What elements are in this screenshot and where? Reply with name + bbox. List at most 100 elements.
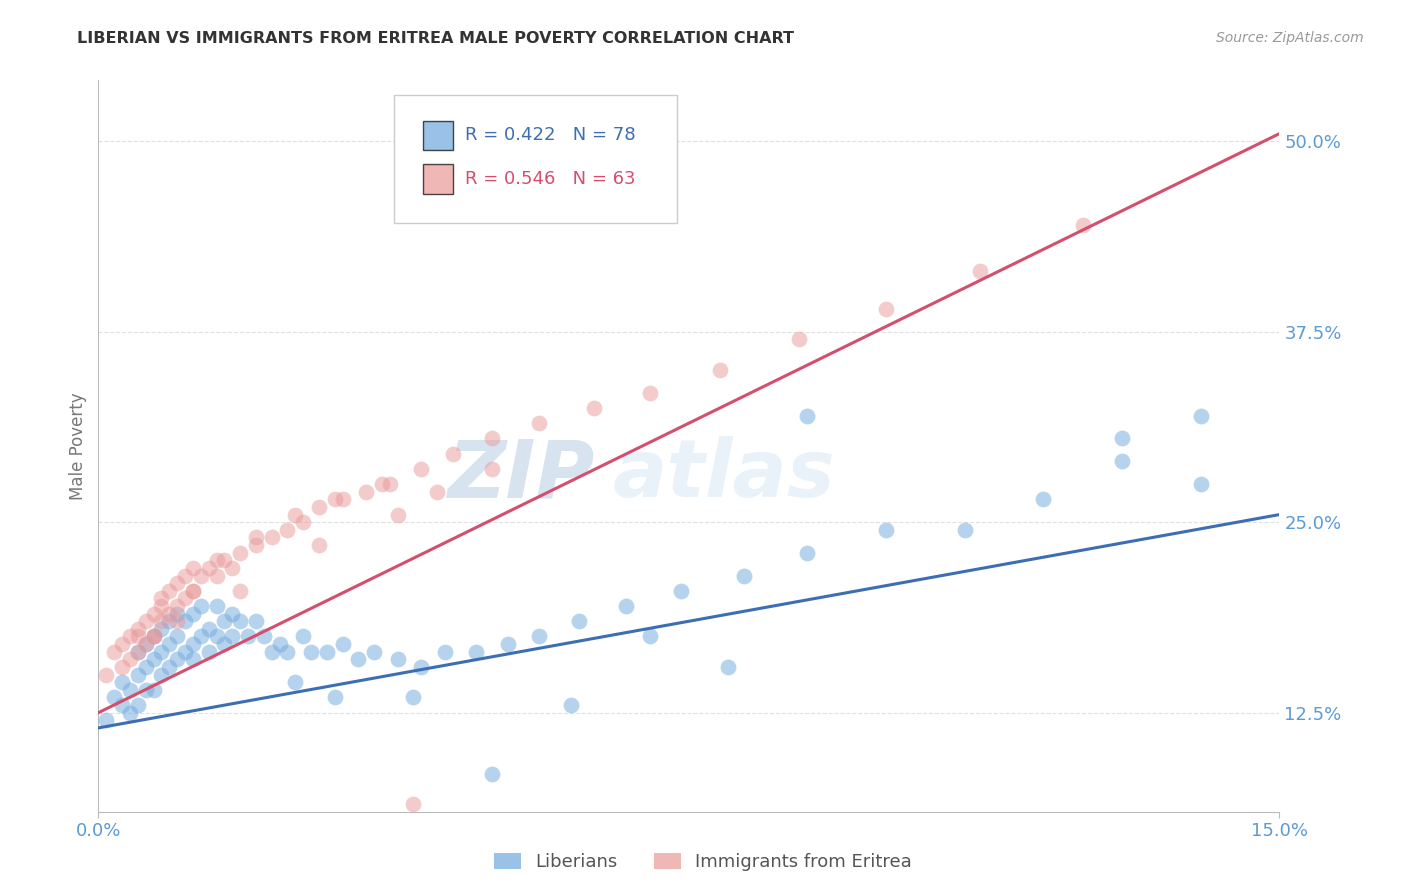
- Point: [197, 561, 219, 575]
- Point: [221, 607, 243, 621]
- Point: [481, 462, 503, 476]
- Point: [481, 766, 503, 780]
- Point: [190, 630, 212, 644]
- Point: [96, 714, 118, 728]
- Point: [253, 630, 276, 644]
- Point: [127, 645, 149, 659]
- Point: [308, 538, 330, 552]
- Point: [709, 363, 731, 377]
- Point: [387, 652, 409, 666]
- Point: [284, 508, 307, 522]
- FancyBboxPatch shape: [394, 95, 678, 223]
- Point: [111, 698, 134, 712]
- Point: [150, 667, 173, 681]
- Point: [236, 630, 259, 644]
- Point: [111, 637, 134, 651]
- Point: [181, 583, 204, 598]
- Point: [181, 607, 204, 621]
- Point: [1189, 477, 1212, 491]
- Point: [181, 652, 204, 666]
- Point: [190, 599, 212, 613]
- Point: [308, 500, 330, 514]
- Point: [638, 630, 661, 644]
- Point: [127, 698, 149, 712]
- Point: [733, 568, 755, 582]
- Point: [796, 409, 818, 423]
- Point: [669, 583, 692, 598]
- Point: [441, 447, 464, 461]
- Point: [245, 538, 267, 552]
- Point: [614, 599, 637, 613]
- Point: [560, 698, 582, 712]
- Point: [315, 645, 337, 659]
- Point: [142, 607, 165, 621]
- Point: [969, 264, 991, 278]
- Point: [205, 568, 228, 582]
- Point: [142, 630, 165, 644]
- Point: [411, 660, 433, 674]
- Point: [150, 591, 173, 606]
- Point: [276, 645, 298, 659]
- Text: Source: ZipAtlas.com: Source: ZipAtlas.com: [1216, 31, 1364, 45]
- Point: [299, 645, 322, 659]
- Point: [166, 607, 188, 621]
- Text: R = 0.422   N = 78: R = 0.422 N = 78: [464, 126, 636, 145]
- Point: [118, 630, 141, 644]
- Point: [583, 401, 606, 415]
- Point: [118, 652, 141, 666]
- Point: [142, 630, 165, 644]
- Point: [260, 530, 283, 544]
- Point: [245, 530, 267, 544]
- Point: [221, 630, 243, 644]
- Point: [214, 637, 236, 651]
- Point: [229, 614, 252, 628]
- Point: [150, 614, 173, 628]
- FancyBboxPatch shape: [423, 120, 453, 150]
- Point: [197, 645, 219, 659]
- Point: [111, 660, 134, 674]
- Point: [323, 492, 346, 507]
- Point: [284, 675, 307, 690]
- Point: [118, 706, 141, 720]
- Point: [174, 645, 197, 659]
- Point: [166, 630, 188, 644]
- Point: [166, 599, 188, 613]
- Point: [127, 645, 149, 659]
- Point: [135, 682, 157, 697]
- Point: [875, 301, 897, 316]
- Point: [111, 675, 134, 690]
- Point: [205, 630, 228, 644]
- Text: LIBERIAN VS IMMIGRANTS FROM ERITREA MALE POVERTY CORRELATION CHART: LIBERIAN VS IMMIGRANTS FROM ERITREA MALE…: [77, 31, 794, 46]
- Point: [127, 667, 149, 681]
- Point: [323, 690, 346, 705]
- Point: [433, 645, 456, 659]
- Point: [796, 546, 818, 560]
- Point: [354, 484, 377, 499]
- Point: [127, 630, 149, 644]
- Text: atlas: atlas: [612, 436, 835, 515]
- Point: [717, 660, 740, 674]
- Point: [96, 667, 118, 681]
- Point: [166, 652, 188, 666]
- Point: [205, 553, 228, 567]
- Text: R = 0.546   N = 63: R = 0.546 N = 63: [464, 170, 636, 188]
- Point: [174, 568, 197, 582]
- Point: [205, 599, 228, 613]
- Point: [875, 523, 897, 537]
- Point: [332, 637, 354, 651]
- Point: [787, 332, 810, 346]
- Legend: Liberians, Immigrants from Eritrea: Liberians, Immigrants from Eritrea: [486, 846, 920, 879]
- Point: [529, 630, 551, 644]
- Point: [214, 553, 236, 567]
- Point: [157, 607, 180, 621]
- Point: [411, 462, 433, 476]
- Point: [1111, 454, 1133, 468]
- Point: [150, 622, 173, 636]
- Point: [387, 508, 409, 522]
- Point: [150, 645, 173, 659]
- Point: [103, 645, 125, 659]
- Point: [135, 614, 157, 628]
- Point: [135, 637, 157, 651]
- Point: [465, 645, 488, 659]
- Point: [157, 614, 180, 628]
